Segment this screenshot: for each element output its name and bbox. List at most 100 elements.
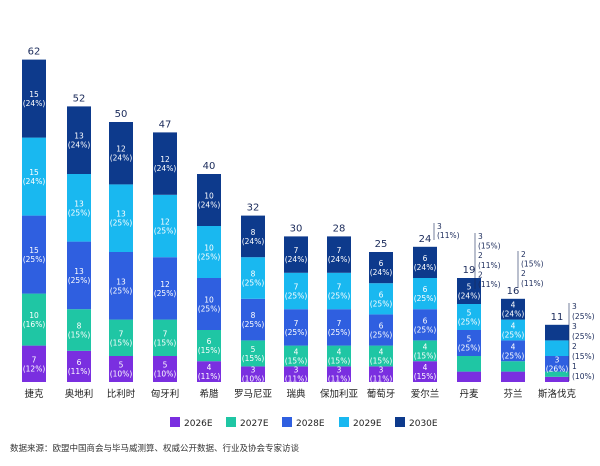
bar-segment-2028e-7 xyxy=(327,309,351,346)
category-label-11: 芬兰 xyxy=(503,388,522,400)
segment-label-2026e-2: 5 (10%) xyxy=(110,361,133,379)
bar-segment-2030e-9 xyxy=(413,246,437,278)
total-label-4: 40 xyxy=(203,161,216,172)
segment-label-2029e-4: 10 (25%) xyxy=(198,244,221,262)
bar-segment-2026e-2 xyxy=(109,356,133,382)
bar-segment-2029e-12 xyxy=(545,340,569,356)
bar-segment-2030e-6 xyxy=(284,236,308,273)
bar-segment-2029e-7 xyxy=(327,272,351,310)
bar-segment-2026e-12 xyxy=(545,376,569,382)
bar-segment-2026e-11 xyxy=(501,371,525,382)
bar-segment-2026e-3 xyxy=(153,356,177,382)
segment-label-2030e-4: 10 (24%) xyxy=(198,192,221,210)
segment-label-2029e-9: 6 (25%) xyxy=(414,285,437,303)
bar-segment-2026e-5 xyxy=(241,366,265,382)
segment-label-2027e-1: 8 (15%) xyxy=(68,322,91,340)
segment-label-2029e-6: 7 (25%) xyxy=(285,283,308,301)
bar-segment-2027e-8 xyxy=(369,345,393,367)
bar-segment-2027e-7 xyxy=(327,345,351,367)
segment-label-2028e-10: 5 (25%) xyxy=(458,335,481,353)
total-label-9: 24 xyxy=(419,234,432,245)
segment-label-2027e-6: 4 (15%) xyxy=(285,348,308,366)
bar-segment-2026e-1 xyxy=(67,350,91,382)
segment-label-2029e-8: 6 (25%) xyxy=(370,290,393,308)
bar-segment-2030e-12 xyxy=(545,324,569,341)
segment-label-2030e-5: 8 (24%) xyxy=(242,228,265,246)
legend-label-2030e: 2030E xyxy=(409,419,438,429)
segment-label-2030e-11: 4 (24%) xyxy=(502,301,525,319)
segment-label-2029e-7: 7 (25%) xyxy=(328,283,351,301)
segment-label-2026e-9: 4 (15%) xyxy=(414,363,437,381)
bar-segment-2030e-4 xyxy=(197,174,221,226)
total-label-3: 47 xyxy=(159,119,172,130)
bar-segment-2030e-3 xyxy=(153,132,177,195)
bar-segment-2028e-5 xyxy=(241,298,265,341)
segment-label-2026e-3: 5 (10%) xyxy=(154,361,177,379)
bar-segment-2027e-9 xyxy=(413,340,437,362)
segment-label-2029e-3: 12 (25%) xyxy=(154,218,177,236)
bar-segment-2026e-6 xyxy=(284,366,308,382)
category-label-7: 保加利亚 xyxy=(320,388,359,400)
total-label-12: 11 xyxy=(551,312,564,323)
bar-segment-2028e-0 xyxy=(22,215,46,294)
bar-segment-2030e-10 xyxy=(457,278,481,304)
bar-segment-2029e-1 xyxy=(67,174,91,242)
segment-label-2026e-0: 7 (12%) xyxy=(23,355,46,373)
total-label-6: 30 xyxy=(290,223,303,234)
bar-segment-2026e-9 xyxy=(413,361,437,382)
bar-segment-2030e-8 xyxy=(369,252,393,284)
bar-segment-2029e-10 xyxy=(457,304,481,330)
legend-swatch-2026e xyxy=(170,417,180,427)
bar-segment-2028e-10 xyxy=(457,330,481,356)
segment-label-2029e-10: 5 (25%) xyxy=(458,309,481,327)
segment-label-2028e-2: 13 (25%) xyxy=(110,277,133,295)
segment-label-2030e-6: 7 (24%) xyxy=(285,246,308,264)
bar-segment-2028e-9 xyxy=(413,309,437,341)
segment-label-2026e-8: 3 (11%) xyxy=(370,366,393,384)
bar-segment-2027e-3 xyxy=(153,319,177,356)
bar-segment-2026e-10 xyxy=(457,371,481,382)
segment-label-2030e-0: 15 (24%) xyxy=(23,90,46,108)
bar-segment-2030e-1 xyxy=(67,106,91,174)
segment-label-2028e-4: 10 (25%) xyxy=(198,296,221,314)
segment-label-2030e-2: 12 (24%) xyxy=(110,145,133,163)
bar-segment-2028e-11 xyxy=(501,340,525,362)
bar-segment-2027e-6 xyxy=(284,345,308,367)
legend-label-2029e: 2029E xyxy=(353,419,382,429)
bar-segment-2030e-11 xyxy=(501,298,525,320)
bar-segment-2027e-12 xyxy=(545,371,569,377)
segment-label-2026e-5: 3 (10%) xyxy=(242,366,265,384)
segment-label-2027e-9: 4 (15%) xyxy=(414,342,437,360)
side-annotation-2: 2 (15%) 2 (11%) xyxy=(521,250,544,288)
category-label-4: 希腊 xyxy=(199,388,219,400)
category-label-2: 比利时 xyxy=(107,388,136,400)
bar-segment-2029e-8 xyxy=(369,283,393,315)
bar-segment-2029e-11 xyxy=(501,319,525,341)
segment-label-2029e-11: 4 (25%) xyxy=(502,322,525,340)
category-label-1: 奥地利 xyxy=(65,388,94,400)
segment-label-2026e-7: 3 (11%) xyxy=(328,366,351,384)
legend-label-2028e: 2028E xyxy=(296,419,325,429)
segment-label-2027e-5: 5 (15%) xyxy=(242,345,265,363)
side-annotation-3: 3 (25%) 3 (25%) 2 (15%) 1 (10%) xyxy=(572,302,595,381)
segment-label-2028e-6: 7 (25%) xyxy=(285,319,308,337)
bar-segment-2027e-11 xyxy=(501,361,525,372)
bar-segment-2030e-0 xyxy=(22,59,46,138)
segment-label-2030e-8: 6 (24%) xyxy=(370,259,393,277)
segment-label-2028e-9: 6 (25%) xyxy=(414,316,437,334)
segment-label-2027e-7: 4 (15%) xyxy=(328,348,351,366)
bar-segment-2028e-1 xyxy=(67,241,91,310)
category-label-10: 丹麦 xyxy=(459,388,479,400)
bar-segment-2026e-7 xyxy=(327,366,351,382)
segment-label-2028e-12: 3 (26%) xyxy=(546,355,569,373)
segment-label-2028e-1: 13 (25%) xyxy=(68,267,91,285)
category-label-12: 斯洛伐克 xyxy=(538,388,577,400)
segment-label-2028e-3: 12 (25%) xyxy=(154,280,177,298)
segment-label-2027e-8: 4 (15%) xyxy=(370,348,393,366)
bar-segment-2028e-6 xyxy=(284,309,308,346)
category-label-8: 葡萄牙 xyxy=(367,388,396,400)
category-label-9: 爱尔兰 xyxy=(411,388,440,400)
segment-label-2027e-2: 7 (15%) xyxy=(110,329,133,347)
total-label-8: 25 xyxy=(375,239,388,250)
bar-segment-2026e-0 xyxy=(22,345,46,382)
